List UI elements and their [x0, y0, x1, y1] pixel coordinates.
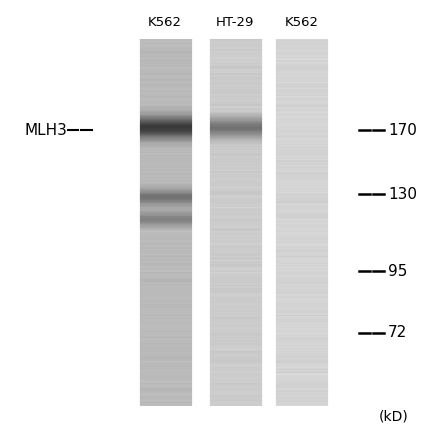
- Text: MLH3: MLH3: [24, 123, 67, 138]
- Text: 72: 72: [388, 325, 407, 340]
- Text: HT-29: HT-29: [216, 16, 255, 29]
- Text: 95: 95: [388, 264, 407, 279]
- Text: 130: 130: [388, 187, 417, 202]
- Text: K562: K562: [284, 16, 319, 29]
- Text: 170: 170: [388, 123, 417, 138]
- Text: K562: K562: [148, 16, 182, 29]
- Text: (kD): (kD): [378, 410, 408, 424]
